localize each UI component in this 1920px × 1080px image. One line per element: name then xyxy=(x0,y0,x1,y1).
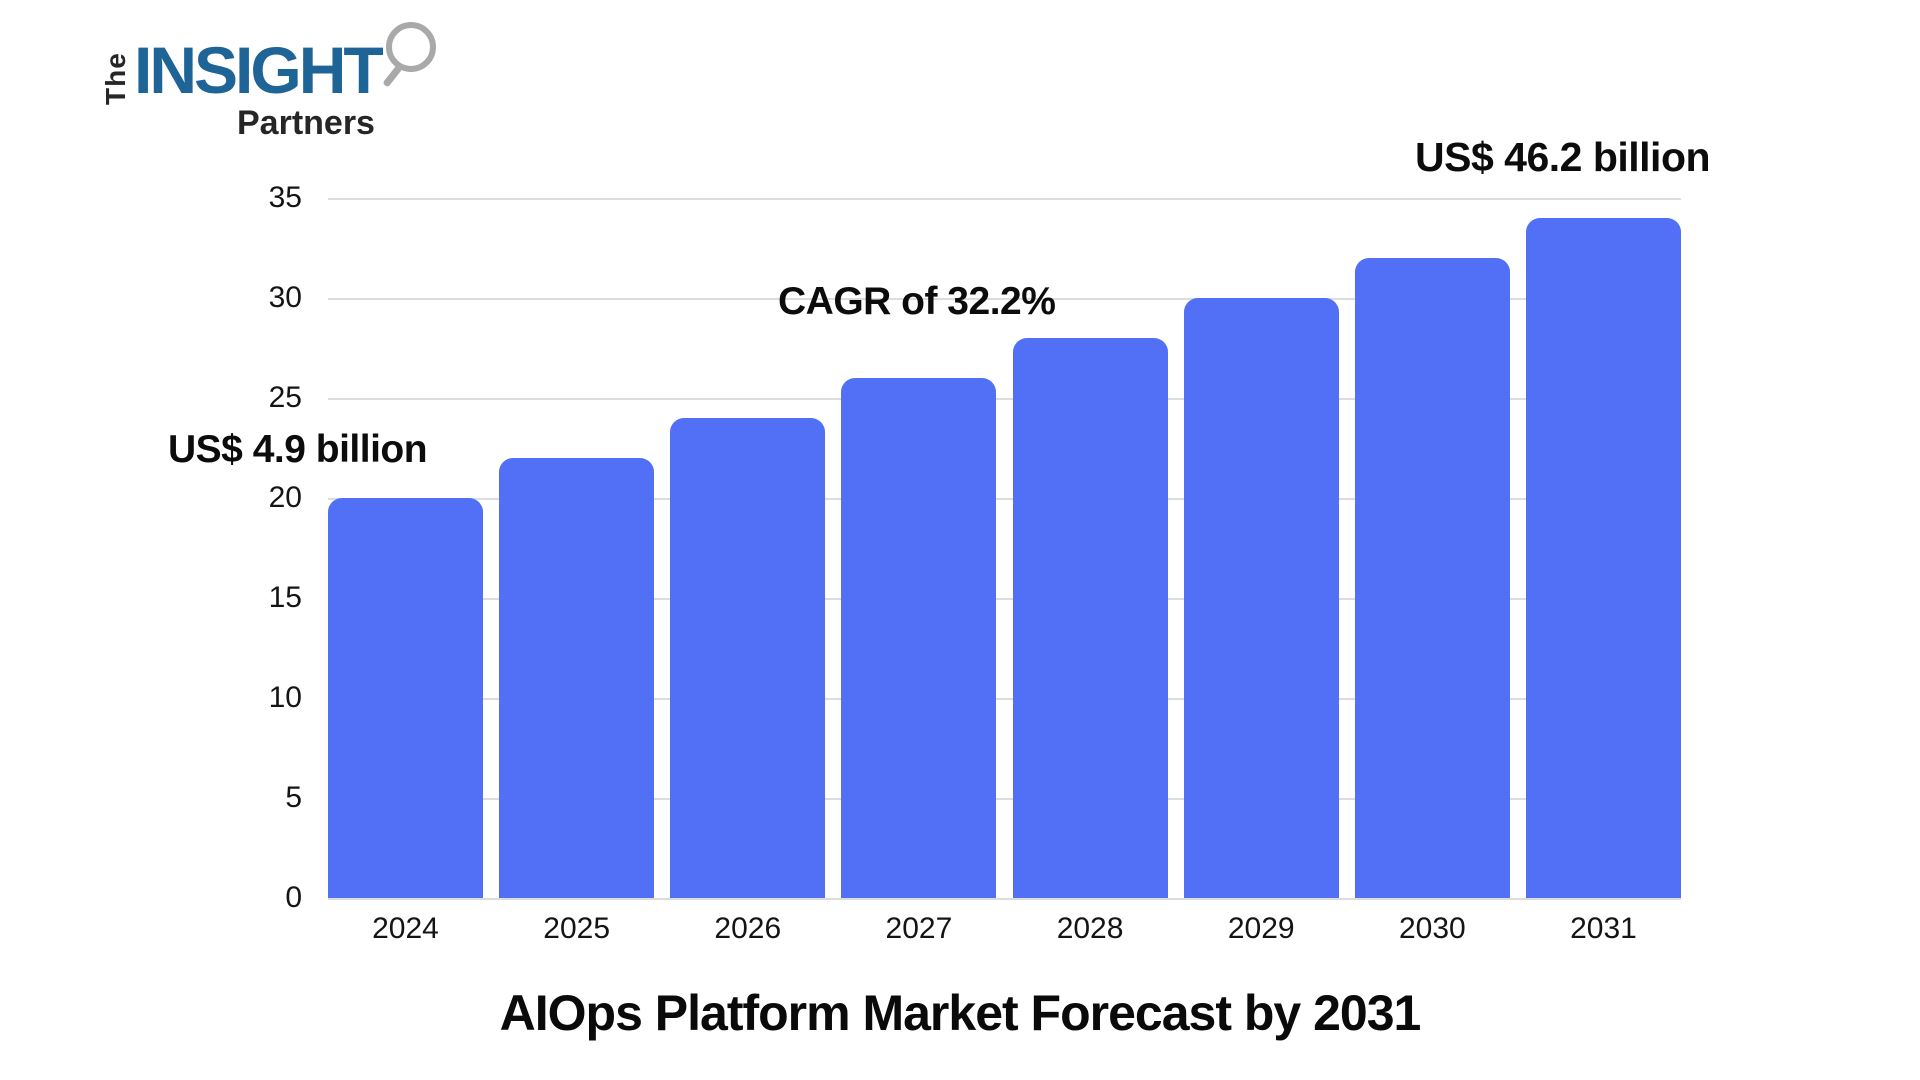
y-axis: 0 5 10 15 20 25 30 35 xyxy=(200,181,310,922)
x-tick-2031: 2031 xyxy=(1570,912,1637,945)
y-tick-30: 30 xyxy=(268,281,302,314)
gridline-0 xyxy=(328,898,1681,900)
annotation-start-value: US$ 4.9 billion xyxy=(168,428,428,471)
x-axis: 2024 2025 2026 2027 2028 2029 2030 2031 xyxy=(328,912,1681,946)
x-tick-2030: 2030 xyxy=(1398,912,1466,945)
x-tick-2029: 2029 xyxy=(1227,912,1295,945)
gridline-25 xyxy=(328,398,1681,400)
gridline-30 xyxy=(328,298,1681,300)
chart-title: AIOps Platform Market Forecast by 2031 xyxy=(499,985,1422,1041)
bar-2027 xyxy=(841,378,997,898)
bar-2030 xyxy=(1354,258,1510,898)
y-tick-10: 10 xyxy=(268,681,302,714)
logo-word-the: The xyxy=(100,52,131,106)
y-tick-35: 35 xyxy=(268,181,302,214)
plot-area xyxy=(328,198,1681,900)
y-tick-0: 0 xyxy=(285,881,302,914)
bar-2026 xyxy=(670,418,826,898)
gridline-5 xyxy=(328,798,1681,800)
x-tick-2027: 2027 xyxy=(885,912,953,945)
gridline-20 xyxy=(328,498,1681,500)
y-tick-25: 25 xyxy=(268,381,302,414)
x-tick-2025: 2025 xyxy=(543,912,611,945)
magnifier-handle-icon xyxy=(382,64,403,88)
bar-2028 xyxy=(1012,338,1168,898)
bar-2029 xyxy=(1183,298,1339,898)
y-tick-20: 20 xyxy=(268,481,302,514)
annotation-end-value: US$ 46.2 billion xyxy=(1415,134,1711,180)
logo-word-partners: Partners xyxy=(237,104,375,142)
gridline-35 xyxy=(328,198,1681,200)
bar-2031 xyxy=(1525,218,1681,898)
annotation-cagr: CAGR of 32.2% xyxy=(778,280,1056,323)
x-tick-2028: 2028 xyxy=(1056,912,1124,945)
x-tick-2024: 2024 xyxy=(372,912,439,945)
y-tick-5: 5 xyxy=(285,781,302,814)
gridline-10 xyxy=(328,698,1681,700)
magnifier-icon xyxy=(386,22,436,72)
bar-2025 xyxy=(499,458,655,898)
bar-2024 xyxy=(328,498,483,898)
bars-group xyxy=(328,198,1681,898)
gridline-15 xyxy=(328,598,1681,600)
x-tick-2026: 2026 xyxy=(714,912,782,945)
insight-partners-logo: The INSIGHT Partners xyxy=(100,20,480,150)
y-tick-15: 15 xyxy=(268,581,302,614)
logo-word-insight: INSIGHT xyxy=(134,33,384,107)
